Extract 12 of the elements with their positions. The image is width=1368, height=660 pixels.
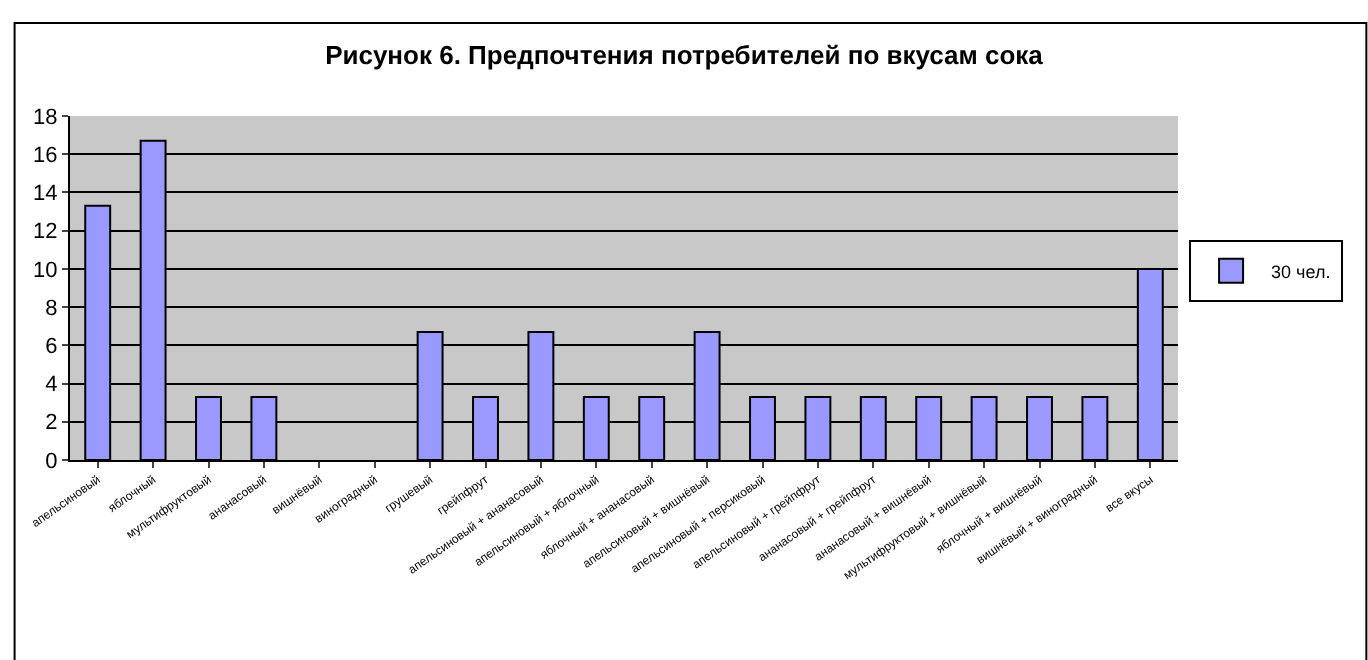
y-tick-label: 14: [33, 182, 58, 207]
y-tick-label: 4: [45, 373, 58, 398]
chart-title: Рисунок 6. Предпочтения потребителей по вкусам сока: [325, 40, 1045, 71]
y-tick-label: 16: [33, 143, 58, 168]
y-tick-label: 0: [45, 449, 58, 474]
y-tick-label: 10: [33, 258, 58, 283]
y-tick-label: 6: [45, 335, 58, 360]
y-tick-label: 8: [45, 296, 58, 321]
y-tick-label: 18: [33, 105, 58, 130]
y-tick-label: 2: [45, 411, 58, 436]
y-tick-label: 12: [33, 220, 58, 245]
legend-label: 30 чел.: [1271, 261, 1331, 282]
